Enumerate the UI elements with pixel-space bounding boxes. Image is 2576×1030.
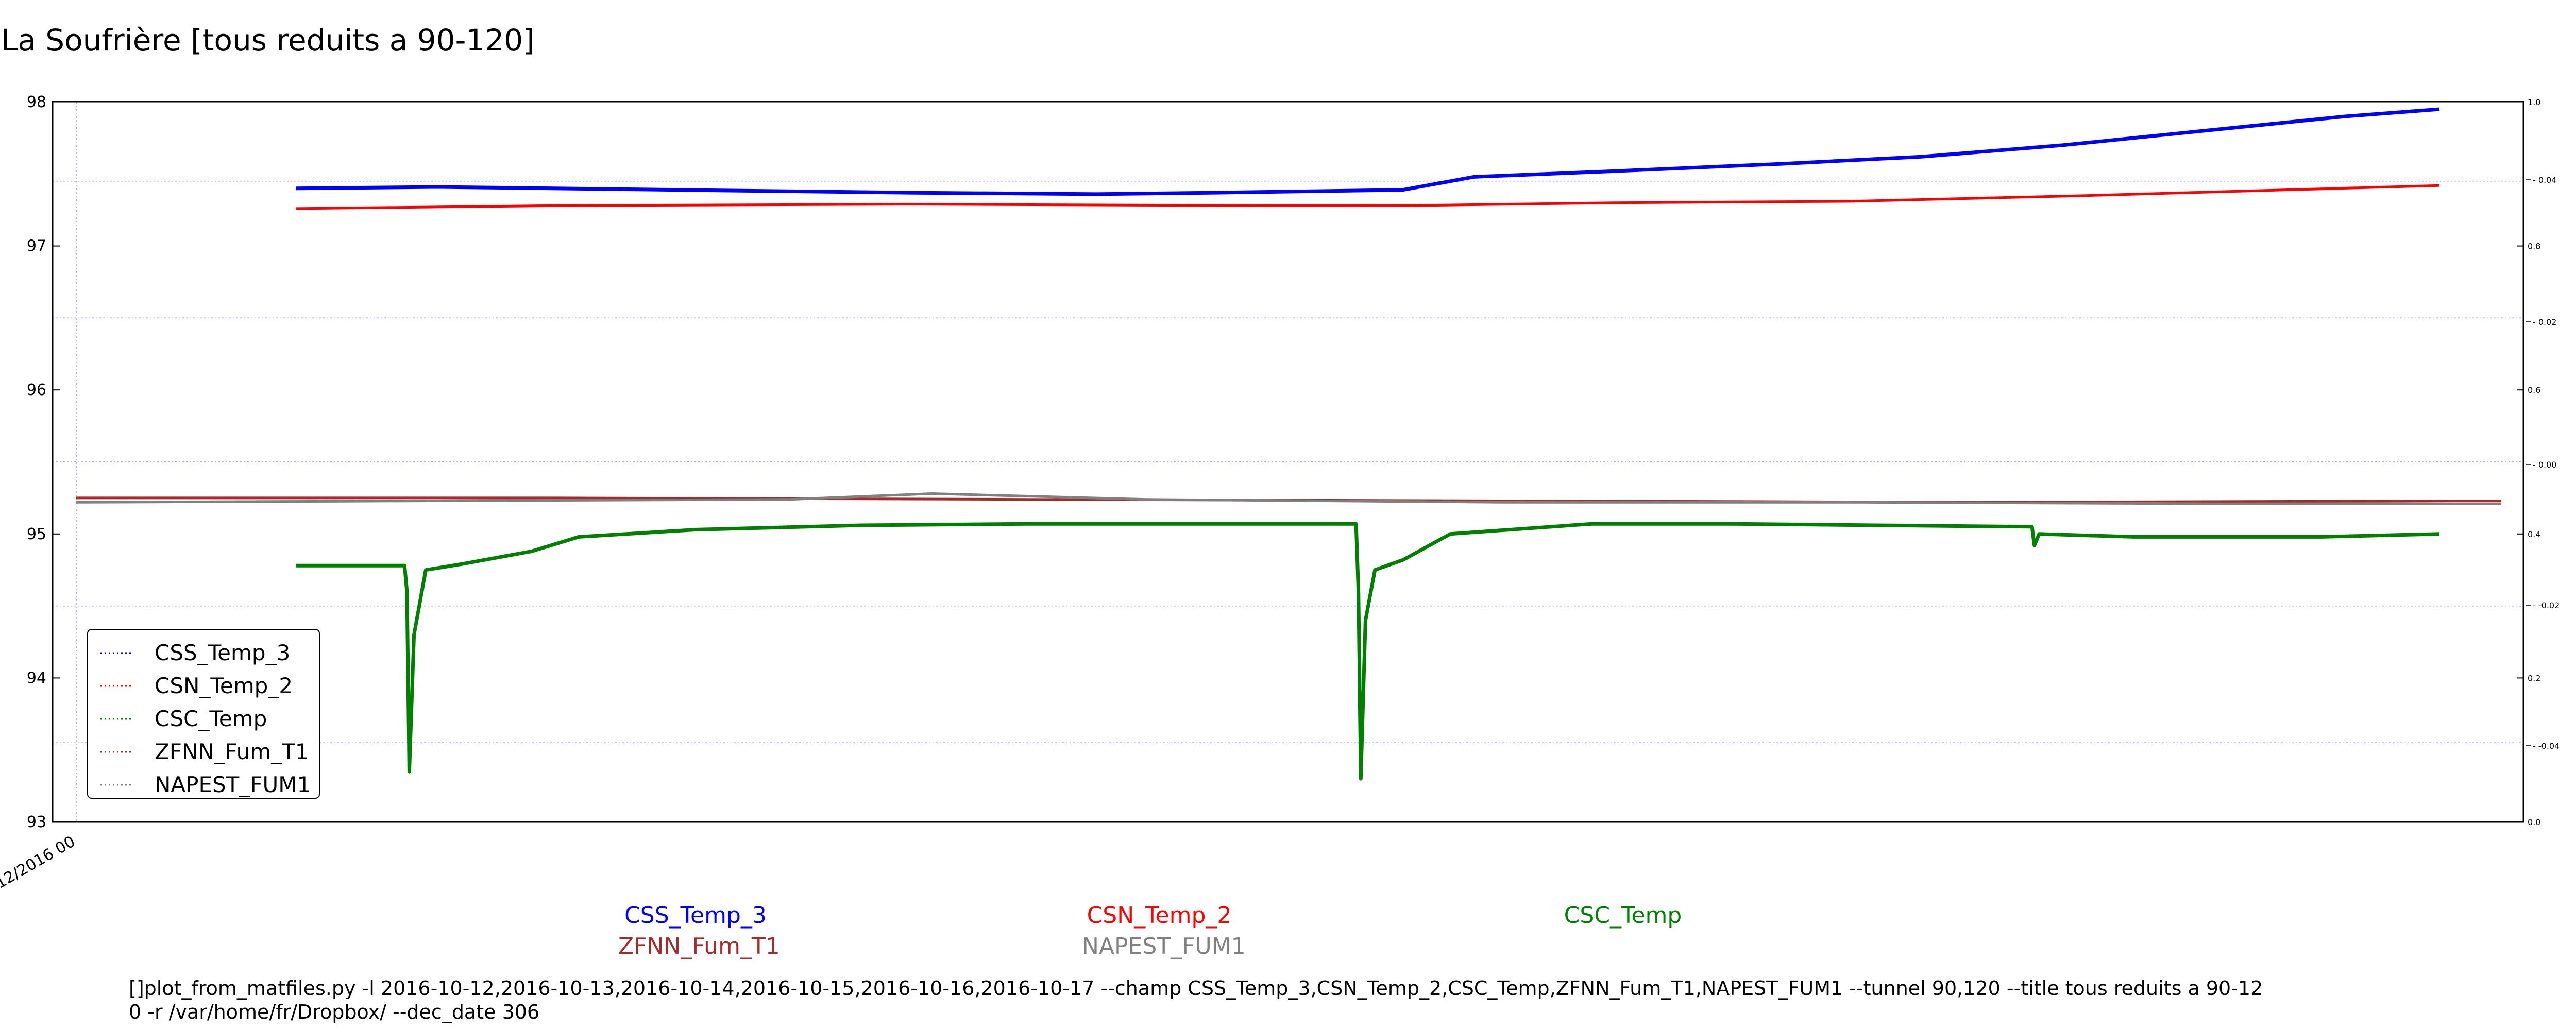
command-line-text: []plot_from_matfiles.py -l 2016-10-12,20…	[129, 977, 2263, 1023]
right-tick-2-label: - 0.00	[2533, 460, 2556, 470]
legend-entry: CSC_Temp	[155, 706, 267, 731]
legend-entry: ZFNN_Fum_T1	[155, 739, 309, 764]
below-label-CSS_Temp_3: CSS_Temp_3	[624, 902, 767, 929]
y-tick-label: 95	[27, 525, 46, 543]
right-tick-label: 0.6	[2528, 385, 2540, 395]
series-CSS_Temp_3	[296, 107, 2440, 196]
right-tick-2-label: - 0.02	[2533, 317, 2556, 327]
right-tick-label: 0.4	[2528, 529, 2540, 539]
legend-box	[87, 629, 320, 799]
below-label-ZFNN_Fum_T1: ZFNN_Fum_T1	[618, 933, 780, 959]
right-tick-label: 0.0	[2528, 817, 2540, 827]
right-tick-2-label: - -0.04	[2533, 741, 2560, 751]
plot-frame	[52, 101, 2524, 823]
series-line	[76, 492, 2501, 505]
series-line	[76, 496, 2501, 504]
below-label-NAPEST_FUM1: NAPEST_FUM1	[1082, 933, 1246, 959]
legend-entry: CSN_Temp_2	[155, 673, 293, 698]
y-tick-label: 96	[27, 381, 46, 399]
right-tick-label: 1.0	[2528, 97, 2540, 107]
series-NAPEST_FUM1	[76, 492, 2501, 505]
series-CSN_Temp_2	[296, 184, 2440, 210]
series-line	[296, 522, 2440, 781]
right-tick-label: 0.8	[2528, 242, 2540, 251]
below-label-CSN_Temp_2: CSN_Temp_2	[1087, 902, 1232, 929]
right-tick-label: 0.2	[2528, 673, 2540, 683]
right-tick-2-label: - -0.02	[2533, 600, 2560, 610]
legend[interactable]: CSS_Temp_3 CSN_Temp_2 CSC_Temp ZFNN_Fum_T1 N…	[87, 629, 320, 799]
y-tick-label: 93	[27, 813, 46, 831]
series-line	[296, 107, 2440, 196]
chart-title: La Soufrière [tous reduits a 90-120]	[1, 23, 535, 58]
series-CSC_Temp	[296, 522, 2440, 781]
y-tick-label: 94	[27, 669, 46, 687]
series-line	[296, 184, 2440, 210]
y-tick-label: 98	[27, 93, 46, 111]
series-layer	[76, 107, 2501, 781]
legend-entry: CSS_Temp_3	[155, 640, 290, 665]
y-tick-label: 97	[27, 237, 46, 255]
axis-layer: 93 94 95 96 97 98 0.0 0.2 0.4 0.6 0.8 1.0 - -0.04 - -…	[0, 93, 2560, 892]
grid-layer	[53, 102, 2523, 822]
legend-entry: NAPEST_FUM1	[155, 772, 311, 797]
below-label-CSC_Temp: CSC_Temp	[1564, 902, 1682, 929]
series-ZFNN_Fum_T1	[76, 496, 2501, 504]
x-tick-label: 12/2016 00	[0, 833, 78, 892]
right-tick-2-label: - 0.04	[2533, 175, 2556, 185]
